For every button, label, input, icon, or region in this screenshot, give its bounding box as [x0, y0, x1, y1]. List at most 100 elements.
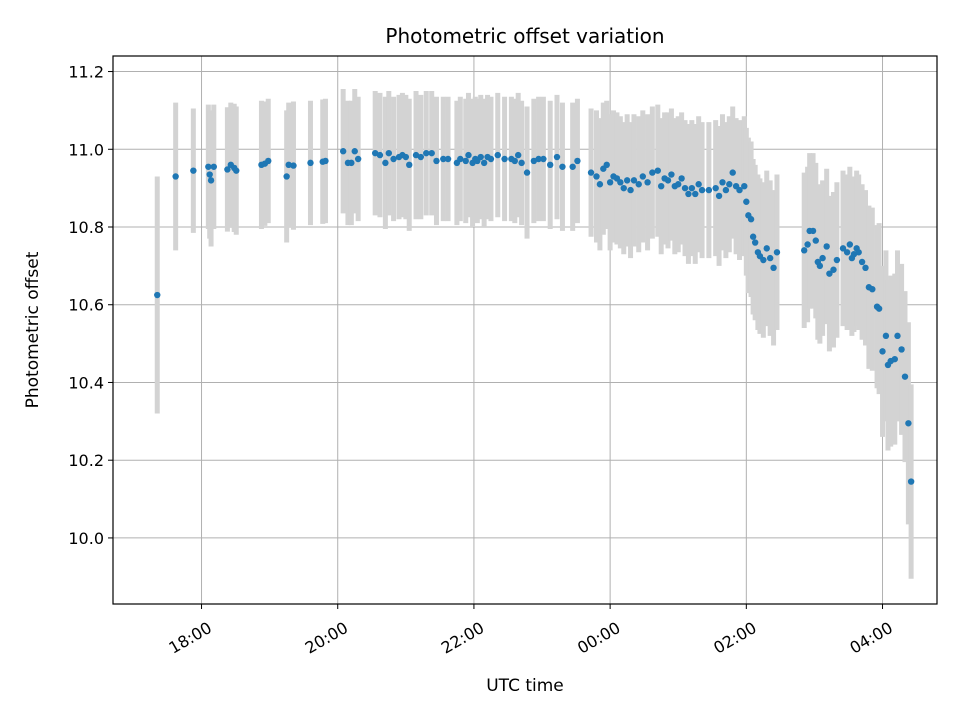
- data-point: [678, 175, 685, 182]
- data-point: [712, 184, 719, 192]
- data-point: [606, 179, 614, 186]
- data-point: [692, 190, 699, 198]
- data-point: [617, 179, 624, 186]
- data-point: [688, 184, 696, 192]
- data-point: [233, 167, 240, 174]
- data-point: [816, 262, 824, 270]
- data-point: [695, 181, 702, 188]
- y-tick-label: 11.2: [68, 63, 104, 82]
- data-point: [265, 157, 272, 165]
- data-point: [587, 169, 595, 176]
- data-point: [644, 179, 651, 186]
- data-point: [457, 155, 464, 163]
- data-point: [569, 163, 576, 170]
- data-point: [603, 161, 610, 169]
- data-point: [907, 478, 915, 485]
- x-tick-label: 22:00: [438, 618, 487, 658]
- data-point: [747, 216, 755, 223]
- data-point: [224, 166, 231, 173]
- data-point: [307, 159, 314, 167]
- data-point: [891, 355, 898, 363]
- y-axis-ticks: 10.0 10.2 10.4 10.6 10.8 11.0 11.2: [68, 63, 113, 548]
- data-point: [428, 149, 435, 157]
- data-point: [596, 181, 604, 188]
- data-point: [858, 258, 866, 266]
- x-axis-title: UTC time: [486, 676, 564, 696]
- x-tick-label: 20:00: [302, 618, 351, 658]
- data-point: [593, 173, 600, 180]
- data-point: [705, 186, 713, 194]
- data-point: [826, 270, 833, 277]
- data-point: [553, 153, 561, 161]
- data-point: [901, 373, 909, 380]
- data-point: [514, 151, 522, 159]
- data-point: [719, 179, 726, 186]
- data-point: [402, 153, 410, 161]
- data-point: [501, 155, 508, 163]
- data-point: [154, 291, 161, 299]
- data-point: [535, 155, 542, 163]
- data-point: [741, 182, 748, 190]
- data-point: [843, 249, 851, 256]
- data-point: [480, 159, 488, 167]
- data-point: [869, 285, 876, 293]
- plot-frame: [112, 55, 938, 605]
- data-point: [574, 157, 581, 165]
- data-point: [627, 186, 634, 194]
- data-point: [839, 245, 847, 252]
- y-tick-label: 11.0: [68, 140, 104, 159]
- data-point: [322, 157, 329, 165]
- data-point: [285, 161, 292, 169]
- data-point: [809, 227, 817, 235]
- y-tick-label: 10.4: [68, 373, 104, 392]
- y-axis-title: Photometric offset: [23, 251, 43, 408]
- data-point: [205, 163, 212, 170]
- x-tick-label: 00:00: [574, 618, 623, 658]
- data-point: [639, 173, 647, 180]
- data-point: [862, 264, 869, 272]
- data-point: [855, 249, 862, 256]
- data-point: [770, 264, 777, 272]
- y-tick-label: 10.2: [68, 451, 104, 470]
- data-point: [494, 151, 501, 159]
- data-point: [654, 167, 661, 174]
- data-point: [172, 173, 179, 180]
- data-point: [685, 190, 692, 198]
- chart-title: Photometric offset variation: [385, 24, 664, 48]
- data-point: [894, 332, 901, 340]
- data-point: [462, 157, 469, 165]
- data-point: [423, 149, 430, 157]
- data-point: [804, 241, 811, 248]
- data-point: [207, 177, 215, 184]
- data-point: [385, 149, 393, 157]
- data-point: [664, 177, 672, 184]
- data-point: [833, 256, 841, 264]
- data-point: [523, 169, 531, 176]
- data-point: [465, 151, 472, 159]
- data-point: [620, 184, 627, 192]
- data-point: [406, 161, 413, 169]
- data-point: [518, 159, 525, 167]
- data-point: [540, 155, 547, 163]
- data-point: [417, 153, 425, 161]
- data-point: [487, 155, 495, 163]
- data-point: [339, 148, 347, 155]
- data-point: [905, 420, 912, 427]
- data-point: [743, 198, 750, 205]
- data-point: [819, 254, 826, 262]
- x-tick-label: 02:00: [710, 618, 759, 658]
- data-point: [210, 163, 217, 170]
- data-point: [715, 192, 723, 200]
- data-point: [773, 249, 781, 256]
- data-point: [290, 162, 297, 169]
- data-point: [736, 186, 743, 194]
- data-point: [681, 184, 689, 192]
- data-point: [749, 233, 757, 240]
- data-point: [760, 256, 767, 264]
- data-point: [559, 163, 566, 170]
- data-point: [879, 348, 886, 355]
- data-point: [444, 155, 452, 163]
- data-point: [649, 169, 656, 176]
- data-point: [351, 148, 358, 155]
